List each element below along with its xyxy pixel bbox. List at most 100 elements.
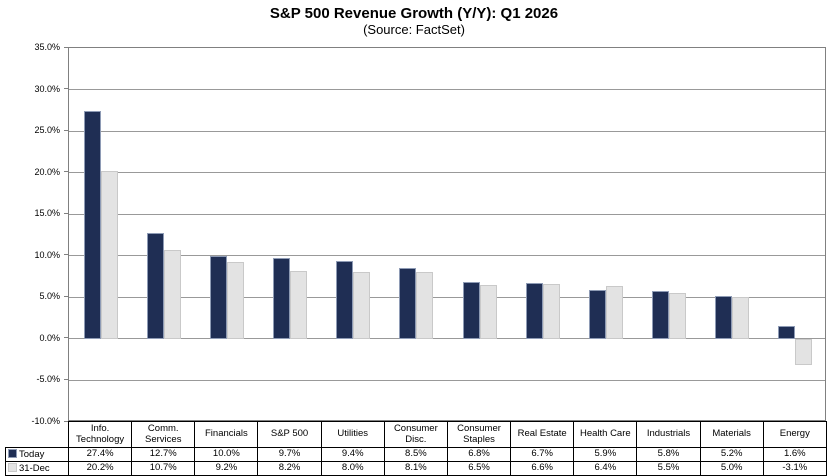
- table-value-cell: 8.0%: [320, 461, 385, 476]
- gridline: [69, 255, 825, 257]
- gridline: [69, 130, 825, 132]
- bar-31-dec-health-care: [605, 285, 623, 339]
- y-axis-tick-mark: [64, 420, 68, 422]
- bar-31-dec-industrials: [669, 293, 687, 339]
- table-value-cell: 1.6%: [762, 447, 827, 462]
- legend-swatch-icon: [8, 462, 17, 472]
- bar-today-consumer-disc: [399, 268, 417, 339]
- table-value-cell: 12.7%: [131, 447, 196, 462]
- legend-label: Today: [19, 448, 45, 460]
- bar-today-s-p-500: [273, 258, 291, 339]
- table-value-cell: 9.4%: [320, 447, 385, 462]
- y-axis-tick-mark: [64, 88, 68, 90]
- y-axis-tick-label: 0.0%: [39, 332, 60, 343]
- table-category-header: S&P 500: [257, 421, 322, 448]
- table-category-header: Industrials: [636, 421, 701, 448]
- table-value-cell: 5.9%: [573, 447, 638, 462]
- table-category-header: Utilities: [320, 421, 385, 448]
- y-axis-tick-mark: [64, 46, 68, 48]
- table-category-header: Consumer Disc.: [383, 421, 448, 448]
- y-axis-tick-label: 5.0%: [39, 291, 60, 302]
- bar-today-health-care: [588, 289, 606, 339]
- y-axis-tick-label: 35.0%: [34, 42, 60, 52]
- table-category-header: Info. Technology: [67, 421, 133, 448]
- table-value-cell: 6.4%: [573, 461, 638, 476]
- table-row: Today 27.4% 12.7% 10.0% 9.7% 9.4% 8.5% 6.8% 6.7%…: [5, 447, 827, 462]
- bar-today-energy: [778, 325, 796, 339]
- y-axis-tick-label: 20.0%: [34, 166, 60, 177]
- table-value-cell: 5.8%: [636, 447, 701, 462]
- table-value-cell: -3.1%: [762, 461, 827, 476]
- bar-31-dec-financials: [226, 262, 244, 339]
- table-value-cell: 5.0%: [699, 461, 764, 476]
- bar-today-utilities: [336, 260, 354, 339]
- bar-today-consumer-staples: [462, 282, 480, 339]
- gridline: [69, 213, 825, 215]
- legend-cell-31-dec: 31-Dec: [5, 461, 69, 476]
- bar-31-dec-materials: [732, 297, 750, 339]
- bar-31-dec-info-technology: [100, 171, 118, 339]
- table-value-cell: 27.4%: [67, 447, 133, 462]
- table-value-cell: 6.5%: [446, 461, 512, 476]
- y-axis-tick-mark: [64, 295, 68, 297]
- bar-31-dec-consumer-staples: [479, 284, 497, 339]
- table-category-header: Energy: [762, 421, 827, 448]
- bar-31-dec-energy: [795, 338, 813, 365]
- plot-area: [68, 47, 826, 421]
- gridline: [69, 296, 825, 298]
- y-axis-tick-mark: [64, 337, 68, 339]
- table-value-cell: 9.7%: [257, 447, 322, 462]
- table-row: 31-Dec 20.2% 10.7% 9.2% 8.2% 8.0% 8.1% 6.5% 6.6%…: [5, 461, 827, 476]
- table-value-cell: 5.5%: [636, 461, 701, 476]
- table-category-header: Real Estate: [510, 421, 575, 448]
- y-axis-tick-label: 25.0%: [34, 125, 60, 136]
- y-axis-tick-mark: [64, 254, 68, 256]
- table-value-cell: 6.7%: [510, 447, 575, 462]
- bar-31-dec-comm-services: [163, 249, 181, 339]
- table-category-header: Financials: [194, 421, 259, 448]
- y-axis-tick-label: 15.0%: [34, 208, 60, 219]
- bar-today-real-estate: [525, 283, 543, 339]
- y-axis-tick-label: 10.0%: [34, 249, 60, 260]
- table-category-header: Health Care: [573, 421, 638, 448]
- table-value-cell: 5.2%: [699, 447, 764, 462]
- table-value-cell: 10.0%: [194, 447, 259, 462]
- gridline: [69, 338, 825, 340]
- bar-today-info-technology: [83, 111, 101, 339]
- table-category-header: Consumer Staples: [446, 421, 512, 448]
- table-value-cell: 10.7%: [131, 461, 196, 476]
- table-category-header: Materials: [699, 421, 764, 448]
- y-axis-tick-mark: [64, 129, 68, 131]
- y-axis-tick-label: -5.0%: [36, 374, 60, 385]
- table-category-header: Comm. Services: [131, 421, 196, 448]
- bar-31-dec-utilities: [353, 272, 371, 339]
- bar-today-comm-services: [146, 233, 164, 339]
- table-value-cell: 20.2%: [67, 461, 133, 476]
- bar-today-financials: [209, 255, 227, 339]
- y-axis-tick-mark: [64, 378, 68, 380]
- y-axis-tick-label: 30.0%: [34, 83, 60, 94]
- bar-today-industrials: [652, 290, 670, 339]
- chart-title: S&P 500 Revenue Growth (Y/Y): Q1 2026: [269, 5, 559, 22]
- table-header-row: Info. Technology Comm. Services Financials…: [5, 421, 827, 448]
- gridline: [69, 89, 825, 91]
- data-table: Info. Technology Comm. Services Financials…: [5, 421, 827, 476]
- table-value-cell: 8.5%: [383, 447, 448, 462]
- gridline: [69, 379, 825, 381]
- y-axis-tick-mark: [64, 171, 68, 173]
- table-value-cell: 6.6%: [510, 461, 575, 476]
- table-value-cell: 8.1%: [383, 461, 448, 476]
- table-corner-cell: [5, 421, 69, 448]
- legend-label: 31-Dec: [19, 462, 50, 474]
- table-value-cell: 8.2%: [257, 461, 322, 476]
- bar-31-dec-real-estate: [542, 284, 560, 339]
- bar-31-dec-s-p-500: [290, 270, 308, 339]
- table-value-cell: 6.8%: [446, 447, 512, 462]
- bar-today-materials: [715, 295, 733, 339]
- gridline: [69, 172, 825, 174]
- bar-31-dec-consumer-disc: [416, 271, 434, 339]
- y-axis-tick-label: -10.0%: [31, 416, 60, 426]
- chart-subtitle: (Source: FactSet): [363, 22, 465, 37]
- table-value-cell: 9.2%: [194, 461, 259, 476]
